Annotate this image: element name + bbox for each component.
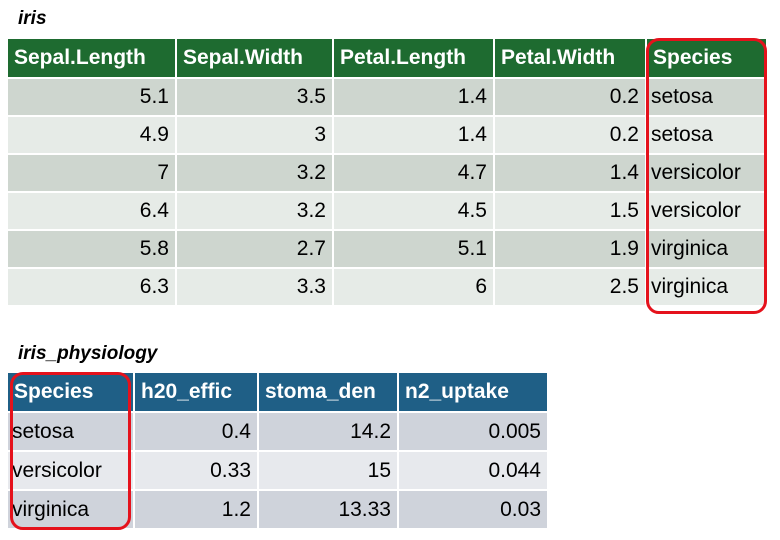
table-cell: 3 <box>176 116 334 155</box>
column-header-sepal-length: Sepal.Length <box>8 39 177 79</box>
table-cell: 0.044 <box>398 451 549 491</box>
table-cell: 3.2 <box>176 154 334 193</box>
table-cell: 1.2 <box>134 490 259 530</box>
iris-table: Sepal.Length Sepal.Width Petal.Length Pe… <box>8 39 768 307</box>
table-cell: 1.9 <box>494 230 647 269</box>
table-cell: 1.4 <box>333 116 495 155</box>
table-cell: setosa <box>646 116 768 155</box>
table-cell: 4.5 <box>333 192 495 231</box>
table-cell: 2.5 <box>494 268 647 307</box>
table-row: 6.3 3.3 6 2.5 virginica <box>8 268 768 307</box>
table-row: 7 3.2 4.7 1.4 versicolor <box>8 154 768 193</box>
column-header-petal-length: Petal.Length <box>333 39 495 79</box>
table-cell: versicolor <box>8 451 135 491</box>
iris-physiology-table-title: iris_physiology <box>18 343 158 364</box>
table-cell: 3.5 <box>176 78 334 117</box>
column-header-species: Species <box>646 39 768 79</box>
column-header-stoma-den: stoma_den <box>258 373 399 413</box>
table-cell: virginica <box>8 490 135 530</box>
table-cell: 4.7 <box>333 154 495 193</box>
table-row: 5.8 2.7 5.1 1.9 virginica <box>8 230 768 269</box>
table-cell: 0.4 <box>134 412 259 452</box>
table-cell: 3.3 <box>176 268 334 307</box>
species-column-highlight <box>646 38 767 314</box>
physiology-header-row: Species h20_effic stoma_den n2_uptake <box>8 373 549 413</box>
table-row: virginica 1.2 13.33 0.03 <box>8 490 549 530</box>
table-cell: versicolor <box>646 154 768 193</box>
table-cell: 3.2 <box>176 192 334 231</box>
table-cell: 5.8 <box>8 230 177 269</box>
column-header-n2-uptake: n2_uptake <box>398 373 549 413</box>
iris-physiology-table: Species h20_effic stoma_den n2_uptake se… <box>8 373 549 530</box>
iris-header-row: Sepal.Length Sepal.Width Petal.Length Pe… <box>8 39 768 79</box>
table-cell: 7 <box>8 154 177 193</box>
table-cell: 0.2 <box>494 116 647 155</box>
table-cell: 6 <box>333 268 495 307</box>
table-cell: 1.4 <box>333 78 495 117</box>
table-cell: 0.33 <box>134 451 259 491</box>
table-row: 4.9 3 1.4 0.2 setosa <box>8 116 768 155</box>
table-cell: 6.3 <box>8 268 177 307</box>
table-cell: 14.2 <box>258 412 399 452</box>
table-cell: 5.1 <box>333 230 495 269</box>
table-cell: 0.2 <box>494 78 647 117</box>
table-cell: 4.9 <box>8 116 177 155</box>
table-row: versicolor 0.33 15 0.044 <box>8 451 549 491</box>
table-cell: 5.1 <box>8 78 177 117</box>
column-header-sepal-width: Sepal.Width <box>176 39 334 79</box>
column-header-petal-width: Petal.Width <box>494 39 647 79</box>
table-cell: 0.005 <box>398 412 549 452</box>
table-cell: 1.5 <box>494 192 647 231</box>
table-cell: 13.33 <box>258 490 399 530</box>
table-cell: 0.03 <box>398 490 549 530</box>
table-cell: 15 <box>258 451 399 491</box>
species-key-highlight <box>10 372 131 530</box>
table-cell: virginica <box>646 268 768 307</box>
table-cell: 6.4 <box>8 192 177 231</box>
table-cell: setosa <box>8 412 135 452</box>
column-header-h20-effic: h20_effic <box>134 373 259 413</box>
table-row: 5.1 3.5 1.4 0.2 setosa <box>8 78 768 117</box>
table-row: 6.4 3.2 4.5 1.5 versicolor <box>8 192 768 231</box>
iris-table-title: iris <box>18 8 47 29</box>
table-cell: setosa <box>646 78 768 117</box>
column-header-species: Species <box>8 373 135 413</box>
table-row: setosa 0.4 14.2 0.005 <box>8 412 549 452</box>
table-cell: versicolor <box>646 192 768 231</box>
table-cell: 1.4 <box>494 154 647 193</box>
table-cell: 2.7 <box>176 230 334 269</box>
